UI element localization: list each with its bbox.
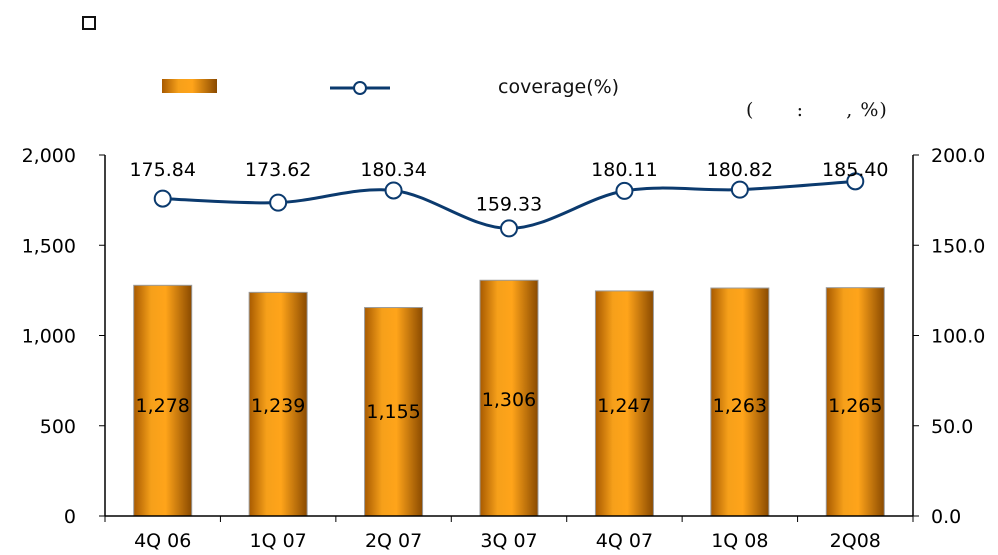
legend-bar-swatch xyxy=(162,79,217,93)
line-data-label: 159.33 xyxy=(476,193,542,215)
x-tick-label: 4Q 07 xyxy=(596,530,653,552)
unit-label: ( : , %) xyxy=(746,99,888,121)
bar xyxy=(364,307,424,517)
y-left-tick-label: 1,500 xyxy=(22,235,76,257)
line-point xyxy=(384,181,403,200)
bar xyxy=(248,291,308,517)
bar xyxy=(594,290,654,517)
y-right-tick-label: 200.0 xyxy=(931,145,985,167)
x-tick-label: 1Q 08 xyxy=(711,530,768,552)
bar-data-label: 1,278 xyxy=(136,395,190,417)
x-tick-label: 1Q 07 xyxy=(250,530,307,552)
bar xyxy=(825,287,885,517)
legend xyxy=(162,79,390,95)
line-point xyxy=(730,180,749,199)
line-point xyxy=(153,189,172,208)
line-point xyxy=(500,219,518,238)
x-tick-label: 4Q 06 xyxy=(134,530,191,552)
x-tick-label: 2Q 07 xyxy=(365,530,422,552)
y-left-tick-label: 2,000 xyxy=(22,145,76,167)
y-left-tick-label: 1,000 xyxy=(22,326,76,348)
line-data-label: 173.62 xyxy=(245,159,311,181)
y-right-tick-label: 100.0 xyxy=(931,326,985,348)
checkbox-icon xyxy=(82,16,96,30)
y-right-tick-label: 150.0 xyxy=(931,235,985,257)
x-tick-label: 2Q08 xyxy=(830,530,881,552)
bar xyxy=(479,279,539,517)
legend-line-marker xyxy=(353,81,367,95)
bar-data-label: 1,306 xyxy=(482,389,536,411)
bar-data-label: 1,247 xyxy=(597,395,651,417)
bar xyxy=(710,287,770,517)
y-right-tick-label: 50.0 xyxy=(931,416,973,438)
line-point xyxy=(846,172,865,191)
line-point xyxy=(615,181,634,200)
bar-data-label: 1,155 xyxy=(366,401,420,423)
y-left-tick-label: 0 xyxy=(64,506,76,528)
x-tick-label: 3Q 07 xyxy=(480,530,537,552)
line-point xyxy=(269,193,288,212)
bar-data-label: 1,263 xyxy=(713,395,767,417)
bar-data-label: 1,265 xyxy=(828,395,882,417)
line-data-label: 180.82 xyxy=(707,159,773,181)
line-data-label: 175.84 xyxy=(129,159,195,181)
y-left-tick-label: 500 xyxy=(40,416,76,438)
bar-data-label: 1,239 xyxy=(251,395,305,417)
bar xyxy=(133,284,193,517)
y-right-tick-label: 0.0 xyxy=(931,506,961,528)
line-data-label: 185.40 xyxy=(822,159,888,181)
line-data-label: 180.34 xyxy=(360,159,426,181)
legend-line-label: coverage(%) xyxy=(498,76,620,98)
line-data-label: 180.11 xyxy=(591,159,657,181)
